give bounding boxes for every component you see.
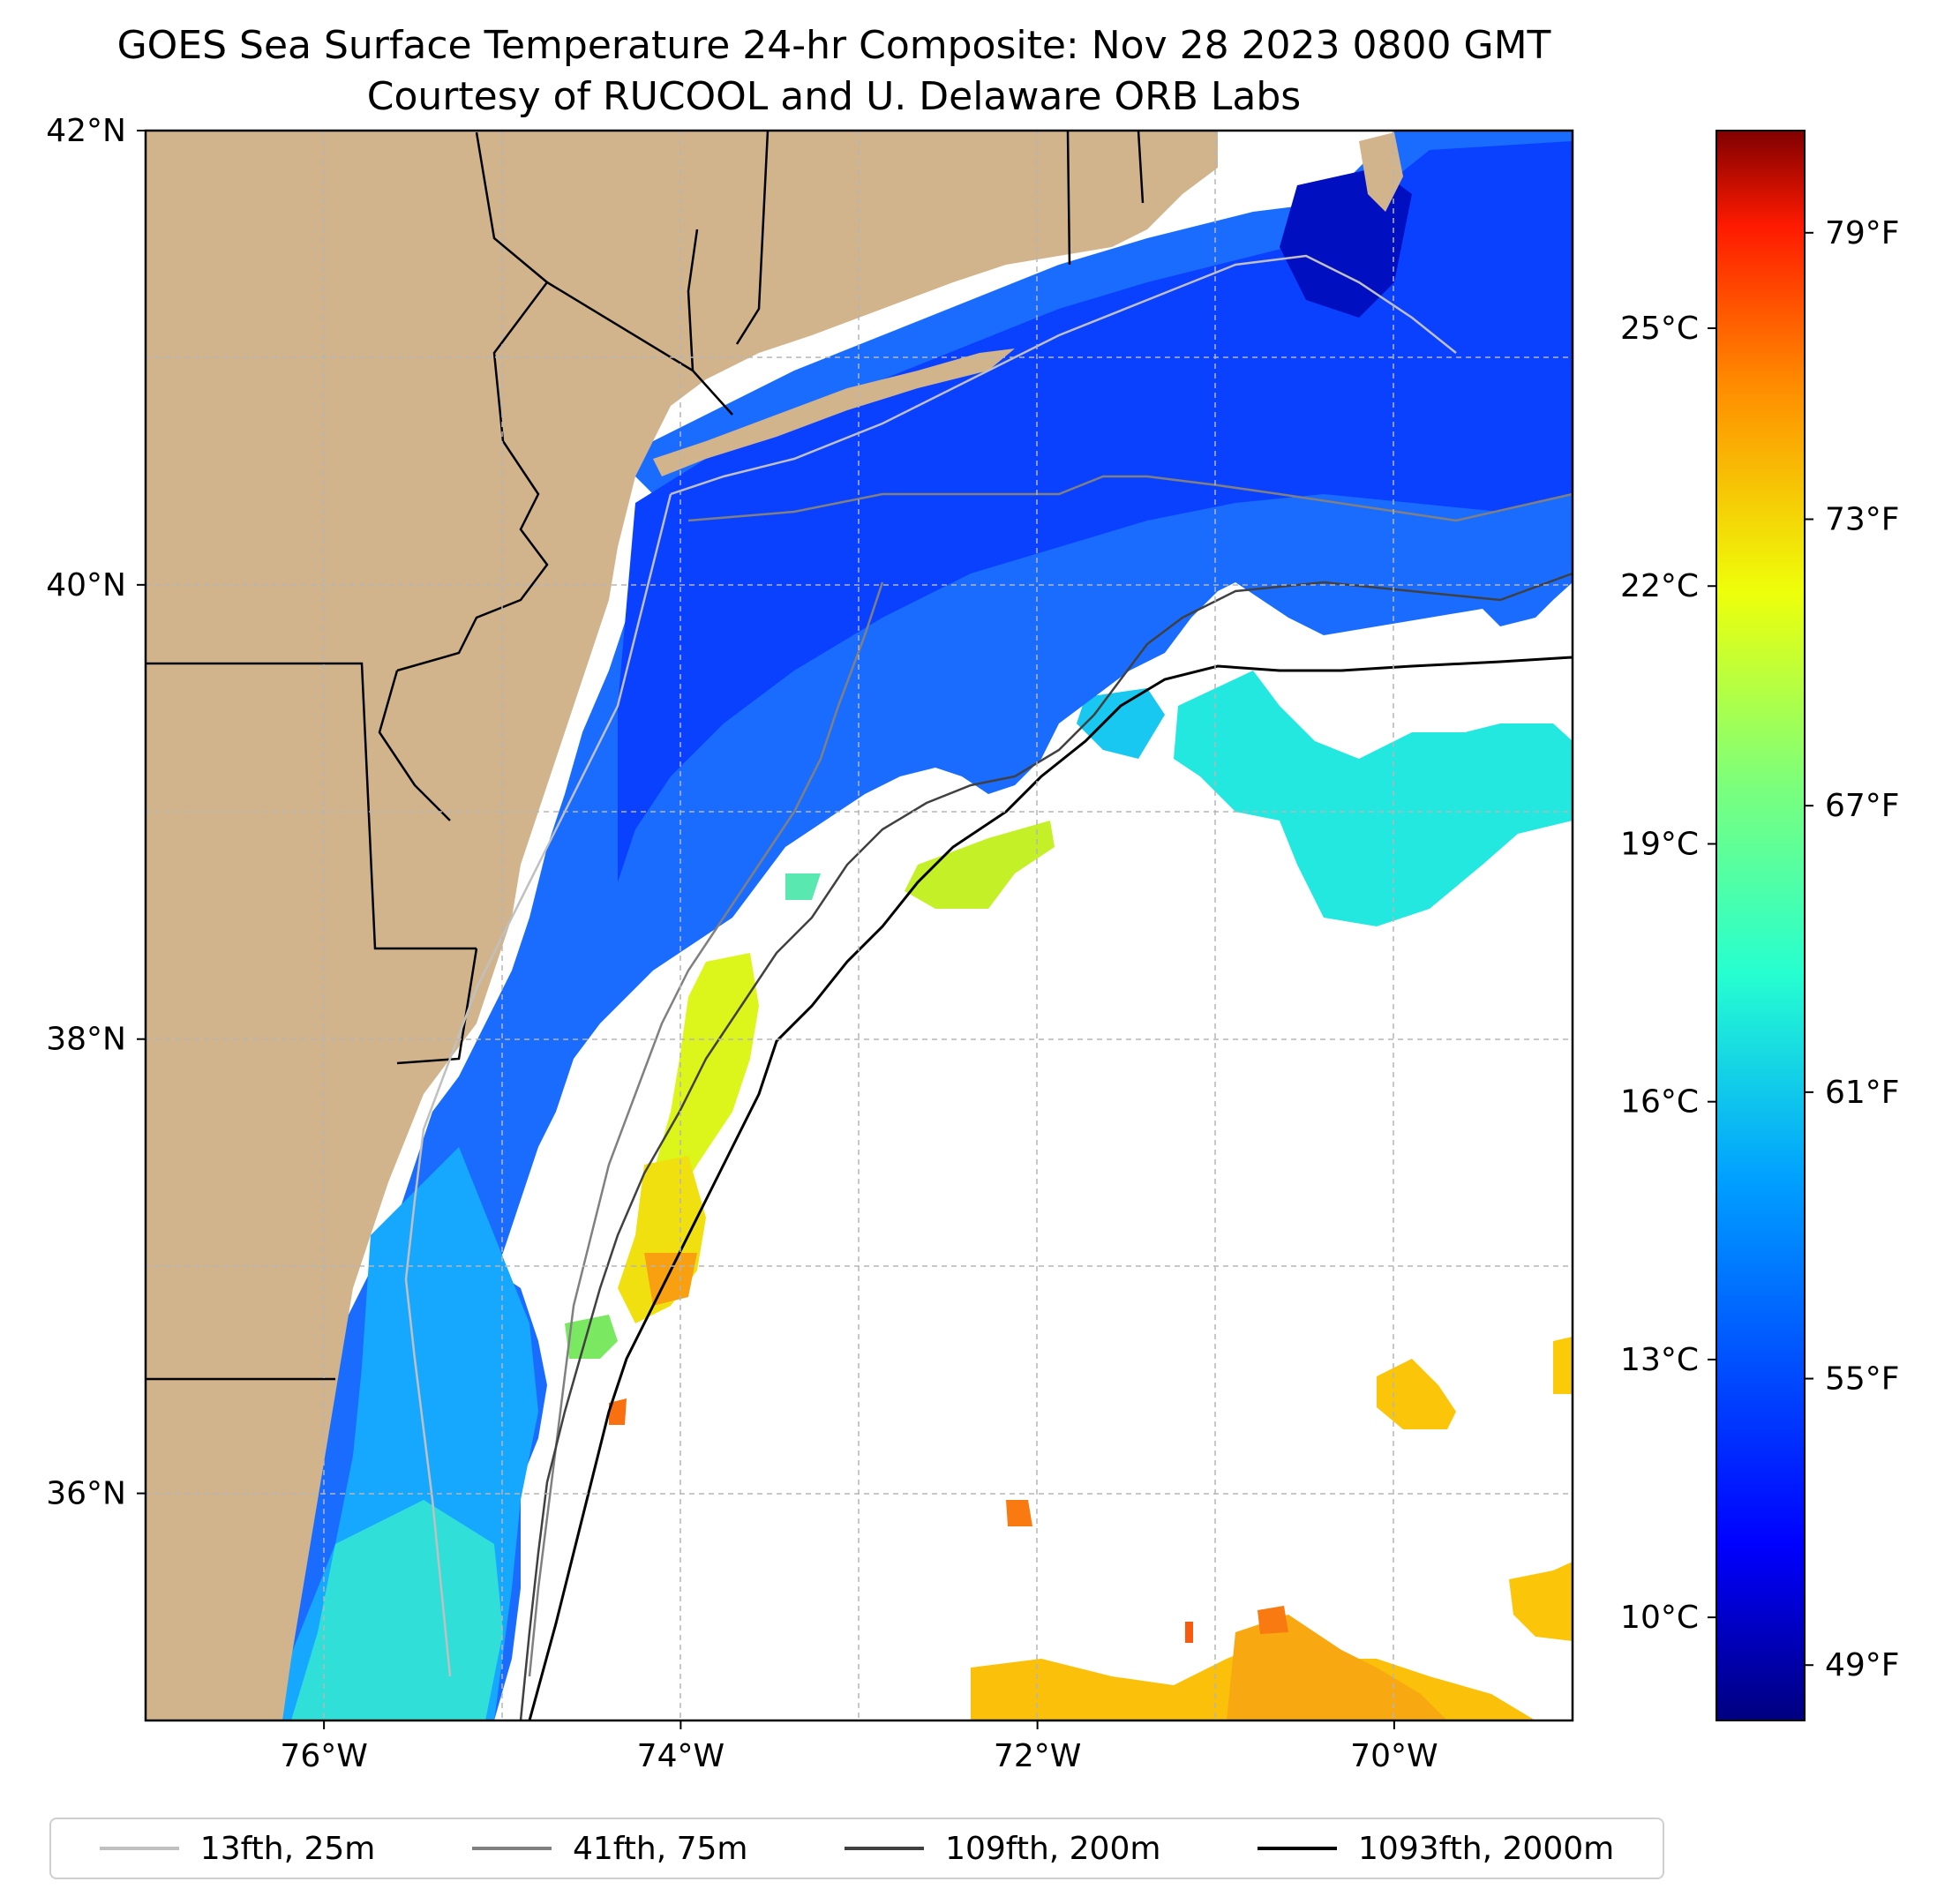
- fahrenheit-tick-label: 55°F: [1825, 1361, 1900, 1398]
- celsius-tick-label: 10°C: [1620, 1600, 1699, 1636]
- colorbar-ticks: 25°C 22°C 19°C 16°C 13°C 10°C 79°F 73°F 67°F 61°F…: [1620, 215, 1899, 1683]
- lon-tick-label: 70°W: [1350, 1738, 1438, 1774]
- celsius-tick-label: 22°C: [1620, 568, 1699, 604]
- sst-patch-yellow-edge: [1553, 1337, 1573, 1394]
- fahrenheit-tick-label: 67°F: [1825, 788, 1900, 824]
- map-frame: [144, 129, 1574, 1722]
- sst-patch-warm-1: [905, 821, 1055, 909]
- sst-patch-shelf-break-east: [1077, 688, 1165, 759]
- sst-patch-orange-c: [1258, 1606, 1288, 1634]
- map-title: GOES Sea Surface Temperature 24-hr Compo…: [116, 23, 1551, 68]
- contour-legend: 13fth, 25m 41fth, 75m 109fth, 200m 1093fth,…: [49, 1818, 1664, 1879]
- lon-tick-label: 72°W: [994, 1738, 1081, 1774]
- fahrenheit-tick-label: 73°F: [1825, 501, 1900, 537]
- sst-patch-yellow-east: [1377, 1359, 1456, 1429]
- sst-patch-yellow-se: [1509, 1562, 1573, 1641]
- legend-line-swatch: [845, 1847, 925, 1850]
- land-mainland: [146, 131, 1218, 1720]
- legend-label: 41fth, 75m: [572, 1830, 748, 1867]
- lat-tick-label: 36°N: [46, 1476, 126, 1512]
- celsius-tick-label: 19°C: [1620, 826, 1699, 862]
- sst-patches: [565, 671, 1573, 1720]
- land-long-island: [653, 349, 1015, 476]
- lat-tick-label: 40°N: [46, 567, 126, 603]
- lon-tick-label: 74°W: [637, 1738, 724, 1774]
- legend-item: 109fth, 200m: [845, 1831, 1160, 1867]
- contour-2000m: [528, 656, 1573, 1720]
- sst-patch-gulf-stream-east: [1174, 671, 1573, 926]
- legend-line-swatch: [471, 1847, 552, 1850]
- fahrenheit-tick-label: 49°F: [1825, 1647, 1900, 1683]
- sst-patch-south-orange: [1227, 1615, 1447, 1720]
- contour-200m: [519, 572, 1573, 1720]
- legend-label: 1093fth, 2000m: [1358, 1830, 1615, 1867]
- celsius-tick-label: 16°C: [1620, 1084, 1699, 1121]
- fahrenheit-tick-label: 61°F: [1825, 1075, 1900, 1111]
- gridlines: [146, 131, 1573, 1720]
- sst-patch-green: [565, 1315, 618, 1359]
- map-subtitle: Courtesy of RUCOOL and U. Delaware ORB L…: [366, 74, 1302, 119]
- contour-25m: [404, 254, 1457, 1677]
- land-cape-cod: [1359, 132, 1403, 212]
- sst-patch-warm-2: [653, 953, 759, 1209]
- fahrenheit-tick-label: 79°F: [1825, 215, 1900, 251]
- legend-line-swatch: [99, 1847, 179, 1850]
- legend-item: 1093fth, 2000m: [1258, 1831, 1614, 1867]
- legend-item: 13fth, 25m: [99, 1830, 376, 1867]
- lat-tick-label: 38°N: [46, 1022, 126, 1058]
- contour-75m: [528, 475, 1573, 1677]
- sst-shelf-water-north: [547, 141, 1573, 971]
- legend-label: 109fth, 200m: [945, 1830, 1161, 1867]
- sst-patch-orange-b: [1006, 1500, 1032, 1526]
- lat-tick-label: 42°N: [46, 113, 126, 149]
- colorbar: [1716, 130, 1806, 1721]
- celsius-tick-label: 25°C: [1620, 311, 1699, 347]
- sst-patch-orange-a: [609, 1398, 627, 1425]
- celsius-tick-label: 13°C: [1620, 1342, 1699, 1378]
- bathymetry-contours: [404, 254, 1573, 1720]
- sst-patch-red-dot: [1185, 1622, 1193, 1643]
- sst-patch-green-small: [785, 873, 821, 900]
- state-borders: [146, 131, 1145, 1381]
- axis-ticks: 76°W 74°W 72°W 70°W 42°N 40°N 38°N 36°N: [46, 113, 1438, 1774]
- legend-line-swatch: [1258, 1847, 1338, 1850]
- legend-label: 13fth, 25m: [199, 1830, 376, 1867]
- lon-tick-label: 76°W: [280, 1738, 367, 1774]
- legend-item: 41fth, 75m: [471, 1830, 748, 1867]
- map-area: [146, 131, 1573, 1720]
